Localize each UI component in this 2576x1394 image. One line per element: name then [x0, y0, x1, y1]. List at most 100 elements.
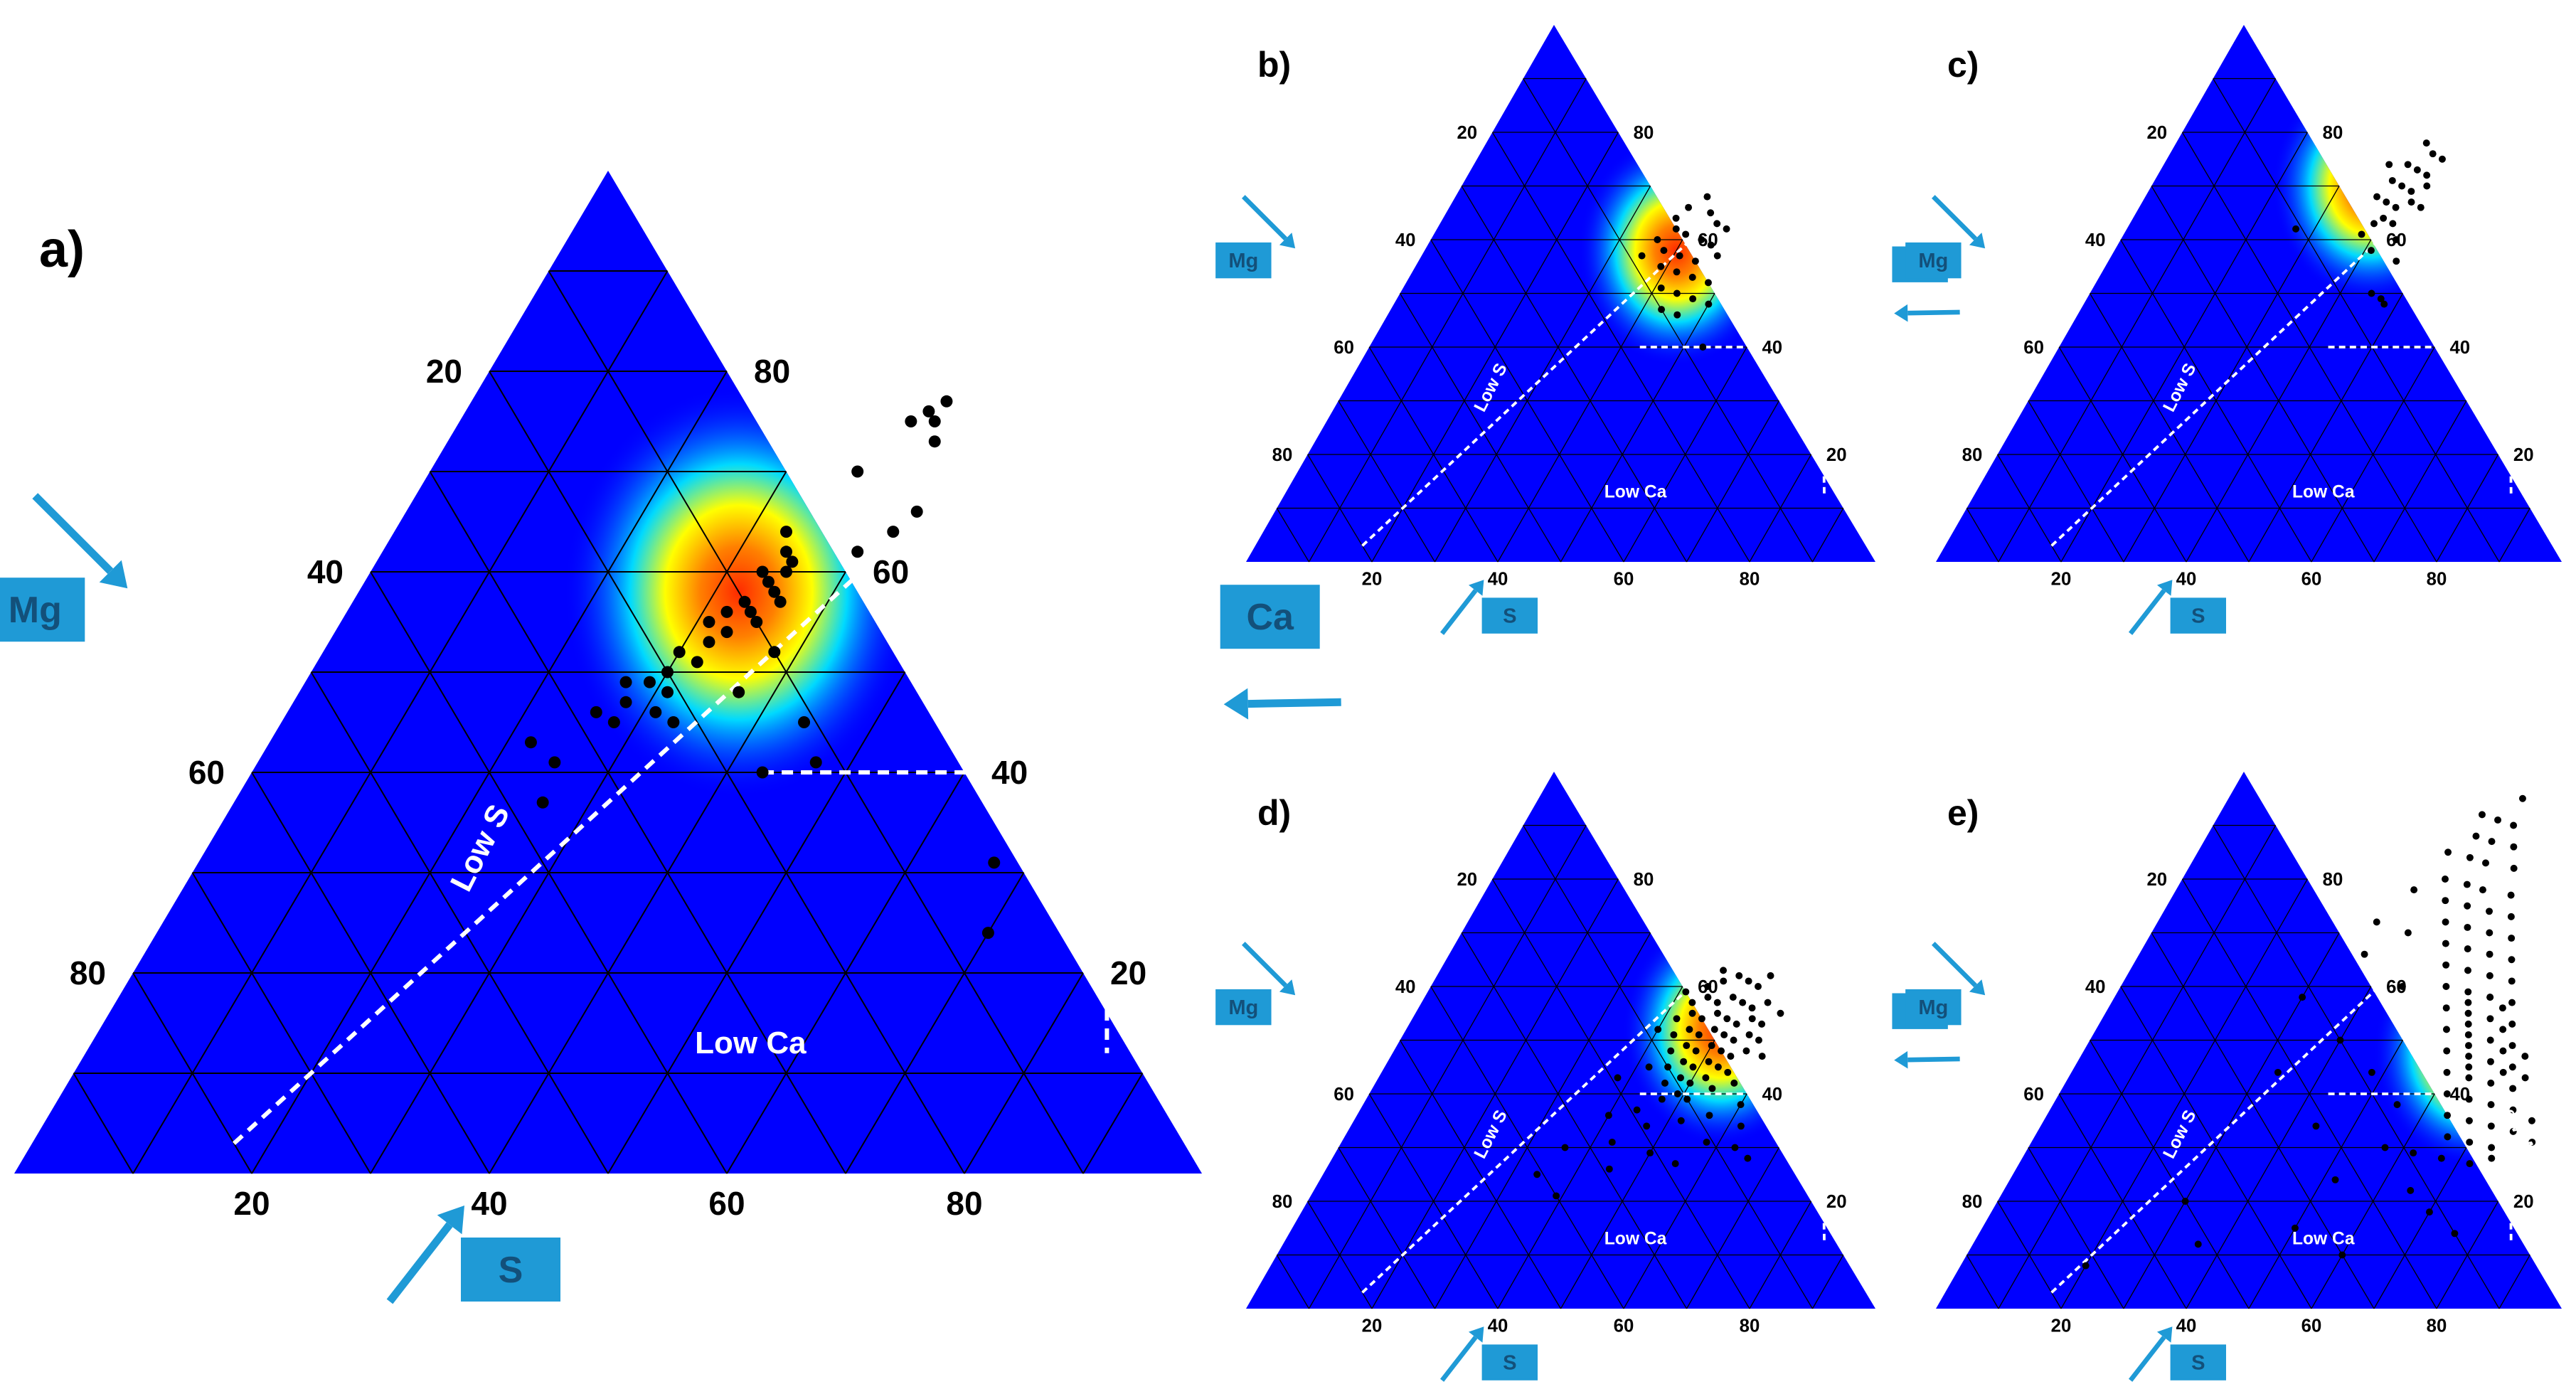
- data-point: [1703, 193, 1711, 201]
- data-point: [2194, 1240, 2202, 1248]
- data-point: [2410, 886, 2418, 894]
- s-arrow: [1439, 1326, 1484, 1382]
- bottom-tick-label: 40: [1488, 569, 1508, 589]
- data-point: [1658, 306, 1666, 314]
- data-point: [1664, 1063, 1672, 1071]
- data-point: [750, 616, 763, 628]
- data-point: [2478, 811, 2486, 819]
- data-point: [1731, 1144, 1739, 1151]
- left-tick-label: 60: [188, 754, 225, 791]
- mg-axis-label: Mg: [0, 578, 85, 642]
- grid-line: [1523, 78, 1814, 563]
- s-axis-label: S: [2170, 597, 2226, 634]
- label-box-bg: [1481, 1344, 1538, 1380]
- mg-arrow: [1242, 195, 1296, 249]
- density-blob: [2373, 935, 2562, 1166]
- mg-arrow: [1242, 942, 1296, 996]
- region-boundaries: [1361, 179, 1829, 547]
- low-s-boundary: [1361, 926, 1755, 1294]
- grid-line: [429, 471, 846, 1174]
- data-point: [1553, 1192, 1560, 1200]
- data-point: [756, 766, 769, 779]
- low-mg-label: Low Mg: [1080, 778, 1164, 898]
- data-point: [1705, 300, 1713, 308]
- ternary-grid: [1966, 824, 2530, 1309]
- left-tick-label: 20: [1457, 870, 1477, 890]
- grid-line: [2120, 986, 2312, 1309]
- data-point: [2422, 139, 2430, 147]
- label-box-text: Mg: [9, 590, 62, 631]
- grid-line: [2181, 132, 2437, 563]
- data-point: [1689, 1063, 1697, 1071]
- right-tick-label: 20: [1110, 954, 1146, 991]
- grid-line: [1434, 186, 1651, 563]
- ternary-grid: [1966, 78, 2530, 563]
- arrow-shaft: [1247, 698, 1341, 708]
- data-point: [2464, 1009, 2472, 1017]
- data-point: [1688, 273, 1696, 281]
- data-point: [1755, 1036, 1762, 1044]
- data-point: [2444, 1133, 2452, 1141]
- data-point: [2472, 832, 2480, 840]
- data-point: [2528, 1117, 2535, 1124]
- data-point: [905, 415, 917, 427]
- data-points: [2292, 139, 2446, 308]
- mg-axis-label: Mg: [1215, 989, 1272, 1026]
- arrow-shaft: [1439, 589, 1478, 635]
- data-point: [703, 636, 715, 649]
- data-point: [1673, 311, 1681, 319]
- label-box-text: Mg: [1228, 250, 1258, 272]
- grid-line: [1998, 825, 2277, 1309]
- grid-line: [370, 571, 728, 1174]
- data-point: [2465, 1063, 2473, 1071]
- left-tick-label: 80: [1272, 1192, 1293, 1212]
- data-point: [738, 595, 751, 608]
- data-point: [1670, 1031, 1678, 1038]
- data-point: [2518, 794, 2526, 802]
- data-point: [1673, 1015, 1681, 1023]
- data-point: [2410, 1149, 2417, 1157]
- mg-arrow: [32, 493, 128, 589]
- data-point: [2398, 182, 2406, 190]
- bottom-tick-label: 80: [2427, 1316, 2447, 1336]
- bottom-tick-label: 20: [1362, 1316, 1383, 1336]
- data-point: [2510, 843, 2518, 851]
- label-box-text: S: [499, 1250, 523, 1291]
- density-heatmap: [1622, 914, 1819, 1145]
- data-point: [1657, 262, 1665, 270]
- data-point: [1707, 209, 1715, 217]
- data-point: [2181, 1198, 2189, 1205]
- data-point: [2417, 203, 2425, 211]
- data-point: [2464, 1042, 2472, 1050]
- data-point: [1677, 1074, 1684, 1082]
- data-points: [1638, 193, 1730, 351]
- low-s-boundary: [1361, 179, 1755, 547]
- data-point: [2508, 999, 2516, 1006]
- data-points: [524, 395, 1001, 940]
- bottom-tick-label: 40: [471, 1185, 507, 1222]
- bottom-tick-label: 40: [2176, 569, 2197, 589]
- data-point: [1723, 1015, 1731, 1023]
- data-point: [1713, 1009, 1721, 1017]
- left-tick-label: 60: [1334, 338, 1354, 358]
- grid-line: [2248, 1040, 2404, 1309]
- data-point: [2370, 220, 2378, 228]
- bottom-tick-label: 20: [1362, 569, 1383, 589]
- grid-line: [2373, 400, 2467, 563]
- data-point: [1723, 225, 1730, 233]
- data-point: [1748, 1004, 1756, 1012]
- data-point: [2487, 1058, 2494, 1065]
- data-point: [1733, 1020, 1740, 1028]
- data-point: [940, 395, 953, 408]
- data-point: [2407, 1186, 2415, 1194]
- right-tick-label: 40: [991, 754, 1028, 791]
- left-tick-label: 20: [2146, 123, 2167, 143]
- data-points: [1533, 967, 1784, 1200]
- right-tick-label: 80: [754, 353, 790, 390]
- data-point: [1718, 1047, 1725, 1055]
- data-point: [1604, 1112, 1612, 1119]
- data-point: [2299, 994, 2306, 1001]
- data-point: [2464, 988, 2472, 996]
